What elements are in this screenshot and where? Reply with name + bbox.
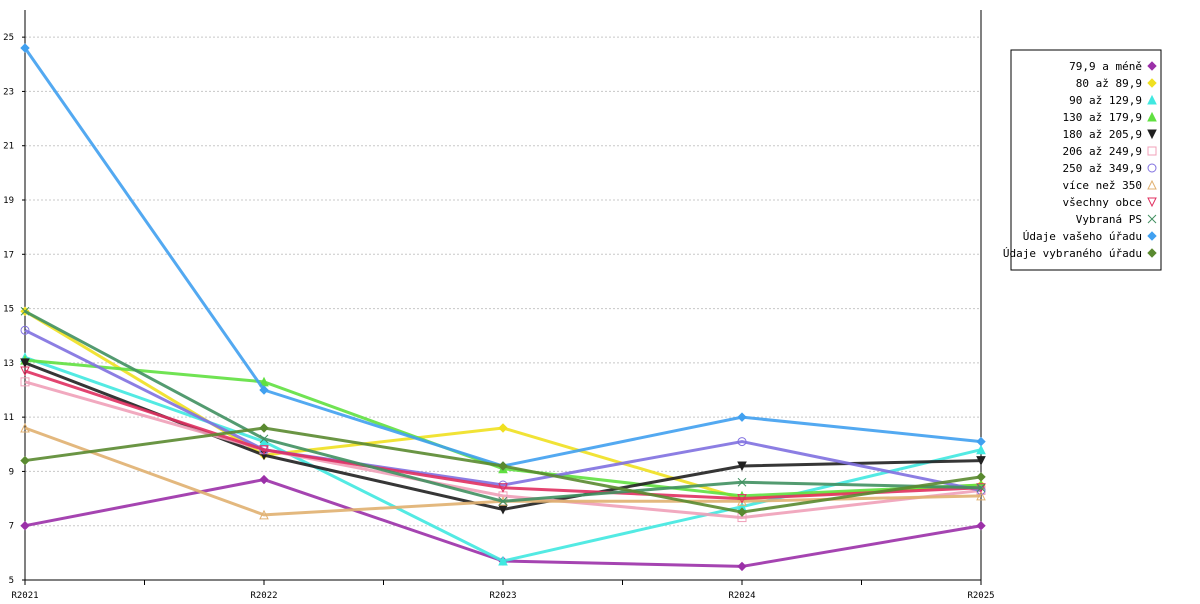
- circle-marker: [1147, 163, 1157, 173]
- legend-label: 250 až 349,9: [1063, 162, 1142, 175]
- x-marker-stroke: [1147, 214, 1157, 224]
- triangle-down-open-marker: [1147, 197, 1157, 208]
- diamond-marker: [737, 561, 747, 572]
- y-tick-label: 11: [3, 413, 14, 423]
- legend-label: všechny obce: [1063, 196, 1142, 209]
- y-tick-label: 25: [3, 33, 14, 43]
- diamond-marker: [498, 461, 508, 471]
- triangle-open-marker: [259, 509, 269, 520]
- diamond-marker: [976, 472, 986, 482]
- square-marker: [20, 377, 30, 387]
- triangle-down-marker: [737, 461, 747, 472]
- triangle-open-marker: [1147, 179, 1157, 190]
- diamond-marker: [1147, 231, 1157, 241]
- triangle-up-marker: [498, 555, 508, 566]
- triangle-open-marker: [20, 422, 30, 433]
- diamond-marker: [498, 423, 508, 433]
- y-tick-label: 23: [3, 87, 14, 97]
- series-6: [20, 325, 986, 495]
- diamond-marker: [20, 521, 30, 531]
- x-tick-label: R2022: [250, 591, 277, 600]
- triangle-open-marker: [976, 490, 986, 501]
- series-line: [24, 369, 982, 501]
- legend-label: 80 až 89,9: [1076, 77, 1142, 90]
- series-1: [20, 306, 986, 504]
- diamond-marker: [1147, 248, 1157, 258]
- x-marker-stroke: [498, 496, 508, 506]
- x-marker: [259, 434, 269, 444]
- series-line: [24, 380, 982, 520]
- x-marker: [498, 496, 508, 506]
- triangle-down-marker: [1147, 129, 1157, 140]
- diamond-marker: [20, 455, 30, 466]
- triangle-down-marker: [976, 456, 986, 466]
- diamond-marker: [259, 423, 269, 433]
- legend: 79,9 a méně 80 až 89,9 90 až 129,9 130 až 1…: [1003, 49, 1162, 271]
- legend-label: 79,9 a méně: [1069, 60, 1142, 73]
- x-marker-stroke: [20, 306, 30, 316]
- gridlines: [25, 36, 981, 527]
- x-tick-label: R2024: [728, 591, 755, 600]
- x-marker-stroke: [737, 477, 747, 487]
- triangle-down-marker: [20, 358, 30, 368]
- y-tick-label: 19: [3, 196, 14, 206]
- x-tick-label: R2021: [11, 591, 38, 600]
- diamond-marker: [737, 507, 747, 517]
- x-marker-stroke: [259, 434, 269, 444]
- circle-marker: [737, 437, 747, 447]
- legend-label: 130 až 179,9: [1063, 111, 1142, 124]
- circle-marker: [20, 325, 30, 335]
- legend-label: Údaje vybraného úřadu: [1003, 247, 1142, 260]
- diamond-marker: [737, 412, 747, 422]
- y-tick-label: 15: [3, 305, 14, 315]
- legend-box: [1010, 49, 1162, 271]
- x-tick-label: R2023: [489, 591, 516, 600]
- diamond-marker: [20, 43, 30, 53]
- x-marker-stroke: [976, 483, 986, 493]
- diamond-marker: [1147, 78, 1157, 88]
- diamond-marker: [259, 474, 269, 485]
- triangle-down-open-marker: [259, 445, 269, 455]
- x-tick-label: R2025: [967, 591, 994, 600]
- x-marker: [737, 477, 747, 487]
- diamond-marker: [976, 436, 986, 447]
- x-marker: [20, 306, 30, 316]
- diamond-marker: [1147, 61, 1157, 71]
- y-tick-label: 7: [9, 522, 14, 532]
- series-9: [20, 306, 986, 506]
- diamond-marker: [976, 521, 986, 531]
- y-tick-label: 17: [3, 250, 14, 260]
- triangle-open-marker: [737, 496, 747, 506]
- triangle-up-marker: [976, 444, 986, 455]
- triangle-up-marker: [1147, 94, 1157, 105]
- triangle-down-open-marker: [20, 366, 30, 377]
- legend-label: 206 až 249,9: [1063, 145, 1142, 158]
- x-marker: [976, 483, 986, 493]
- series-11: [20, 423, 986, 517]
- y-tick-label: 9: [9, 467, 14, 477]
- y-tick-label: 5: [9, 576, 14, 586]
- series-line: [24, 328, 982, 492]
- legend-label: 180 až 205,9: [1063, 128, 1142, 141]
- y-tick-label: 21: [3, 142, 14, 152]
- triangle-down-open-marker: [737, 494, 747, 504]
- legend-label: 90 až 129,9: [1069, 94, 1142, 107]
- y-tick-label: 13: [3, 359, 14, 369]
- triangle-up-marker: [1147, 111, 1157, 122]
- legend-label: více než 350: [1063, 179, 1142, 192]
- square-marker: [1147, 146, 1157, 156]
- x-marker: [1147, 214, 1157, 224]
- diamond-marker: [259, 385, 269, 395]
- legend-label: Údaje vašeho úřadu: [1023, 230, 1142, 243]
- legend-label: Vybraná PS: [1076, 213, 1142, 226]
- triangle-down-open-marker: [498, 483, 508, 493]
